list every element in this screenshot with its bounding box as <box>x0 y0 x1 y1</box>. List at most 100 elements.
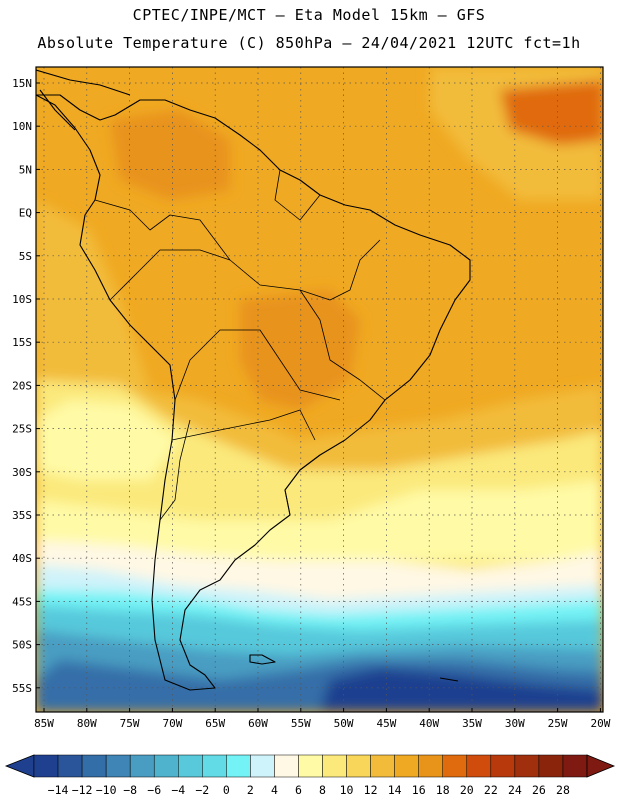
colorbar-label: 4 <box>271 783 278 797</box>
colorbar-swatch <box>514 754 540 778</box>
colorbar-label: −10 <box>96 783 117 797</box>
uruguay-border <box>284 454 321 516</box>
colorbar-label: 10 <box>340 783 354 797</box>
lat-label-5s: 5S <box>19 250 32 263</box>
colorbar-label: 18 <box>436 783 450 797</box>
colorbar-swatch <box>129 754 155 778</box>
temperature-field <box>36 67 603 712</box>
field-light-yellow <box>36 400 603 560</box>
colorbar: −14 −12 −10 −8 −6 −4 −2 0 2 4 6 8 10 12 14 16 18 20 22 24 26… <box>4 754 616 797</box>
lat-label-15s: 15S <box>12 336 32 349</box>
colorbar-swatch <box>226 754 251 778</box>
longitude-labels: 85W 80W 75W 70W 65W 60W 55W 50W 45W 40W 35W 30W 25W 2… <box>34 708 611 730</box>
lon-label-40w: 40W <box>419 717 439 730</box>
field-dark-orange-brazil <box>240 290 360 410</box>
colorbar-label: 6 <box>295 783 302 797</box>
colorbar-swatch <box>105 754 131 778</box>
colorbar-min-arrow <box>4 754 35 778</box>
country-borders <box>94 169 386 521</box>
lat-label-eq: EQ <box>19 207 32 220</box>
lon-label-75w: 75W <box>120 717 140 730</box>
coastlines <box>36 69 471 691</box>
colorbar-swatch <box>298 754 323 778</box>
colorbar-swatch <box>202 754 227 778</box>
field-red-orange-atlantic <box>500 80 603 145</box>
falkland-islands <box>249 654 276 665</box>
lat-label-40s: 40S <box>12 552 32 565</box>
lon-label-20w: 20W <box>590 717 610 730</box>
chile-argentina-border <box>159 419 191 521</box>
lat-label-20s: 20S <box>12 379 32 392</box>
south-georgia <box>439 677 459 682</box>
lat-label-55s: 55S <box>12 682 32 695</box>
colorbar-swatch <box>538 754 564 778</box>
lon-label-85w: 85W <box>34 717 54 730</box>
lat-label-10n: 10N <box>12 120 32 133</box>
peru-border <box>109 249 231 301</box>
colorbar-label: −8 <box>123 783 137 797</box>
lat-label-50s: 50S <box>12 639 32 652</box>
field-dark-orange-north <box>110 110 230 200</box>
colorbar-label: 24 <box>508 783 522 797</box>
panama-coast <box>39 89 76 131</box>
lat-label-30s: 30S <box>12 466 32 479</box>
colorbar-swatch <box>81 754 107 778</box>
colorbar-swatch <box>274 754 299 778</box>
lat-label-5n: 5N <box>19 163 32 176</box>
lat-label-35s: 35S <box>12 509 32 522</box>
colorbar-swatch <box>442 754 468 778</box>
lon-label-80w: 80W <box>77 717 97 730</box>
bolivia-border <box>174 329 341 401</box>
colorbar-label: 2 <box>247 783 254 797</box>
colorbar-max-arrow <box>586 754 616 778</box>
colorbar-label: 0 <box>223 783 230 797</box>
colorbar-label: −14 <box>48 783 69 797</box>
colorbar-swatch <box>562 754 588 778</box>
lon-label-45w: 45W <box>376 717 396 730</box>
guianas-border <box>274 169 321 221</box>
lon-label-60w: 60W <box>248 717 268 730</box>
colorbar-swatch <box>346 754 371 778</box>
lon-label-30w: 30W <box>505 717 525 730</box>
paraguay-border <box>171 409 316 441</box>
colorbar-swatch <box>153 754 179 778</box>
colorbar-swatch <box>490 754 516 778</box>
colorbar-label: −6 <box>147 783 161 797</box>
lat-label-25s: 25S <box>12 423 32 436</box>
colorbar-label: 8 <box>319 783 326 797</box>
colorbar-label: −2 <box>195 783 209 797</box>
chart-title: CPTEC/INPE/MCT – Eta Model 15km – GFS <box>132 6 486 24</box>
lon-label-55w: 55W <box>291 717 311 730</box>
map-frame <box>35 66 604 713</box>
lat-label-15n: 15N <box>12 77 32 90</box>
lat-label-45s: 45S <box>12 595 32 608</box>
colorbar-swatch <box>370 754 395 778</box>
colorbar-swatch <box>466 754 492 778</box>
lon-label-65w: 65W <box>205 717 225 730</box>
colorbar-label: 14 <box>388 783 402 797</box>
colorbar-label: 20 <box>460 783 474 797</box>
colorbar-label: −4 <box>171 783 185 797</box>
south-america-coastline <box>36 94 471 691</box>
colorbar-label: 16 <box>412 783 426 797</box>
colorbar-label: 22 <box>484 783 498 797</box>
central-america-coast <box>36 69 131 96</box>
lon-label-25w: 25W <box>548 717 568 730</box>
colorbar-swatch <box>394 754 419 778</box>
colorbar-swatch <box>250 754 275 778</box>
lon-label-70w: 70W <box>162 717 182 730</box>
lon-label-50w: 50W <box>334 717 354 730</box>
colorbar-swatch <box>57 754 83 778</box>
chart-subtitle: Absolute Temperature (C) 850hPa – 24/04/… <box>37 34 581 52</box>
colorbar-label: 28 <box>556 783 570 797</box>
lat-label-10s: 10S <box>12 293 32 306</box>
northern-border <box>94 199 381 301</box>
colorbar-label: 12 <box>364 783 378 797</box>
colorbar-swatch <box>322 754 347 778</box>
colorbar-swatch <box>178 754 203 778</box>
brazil-states-border <box>299 289 386 401</box>
lon-label-35w: 35W <box>462 717 482 730</box>
graticule <box>36 67 603 712</box>
field-very-dark-blue <box>320 668 603 712</box>
